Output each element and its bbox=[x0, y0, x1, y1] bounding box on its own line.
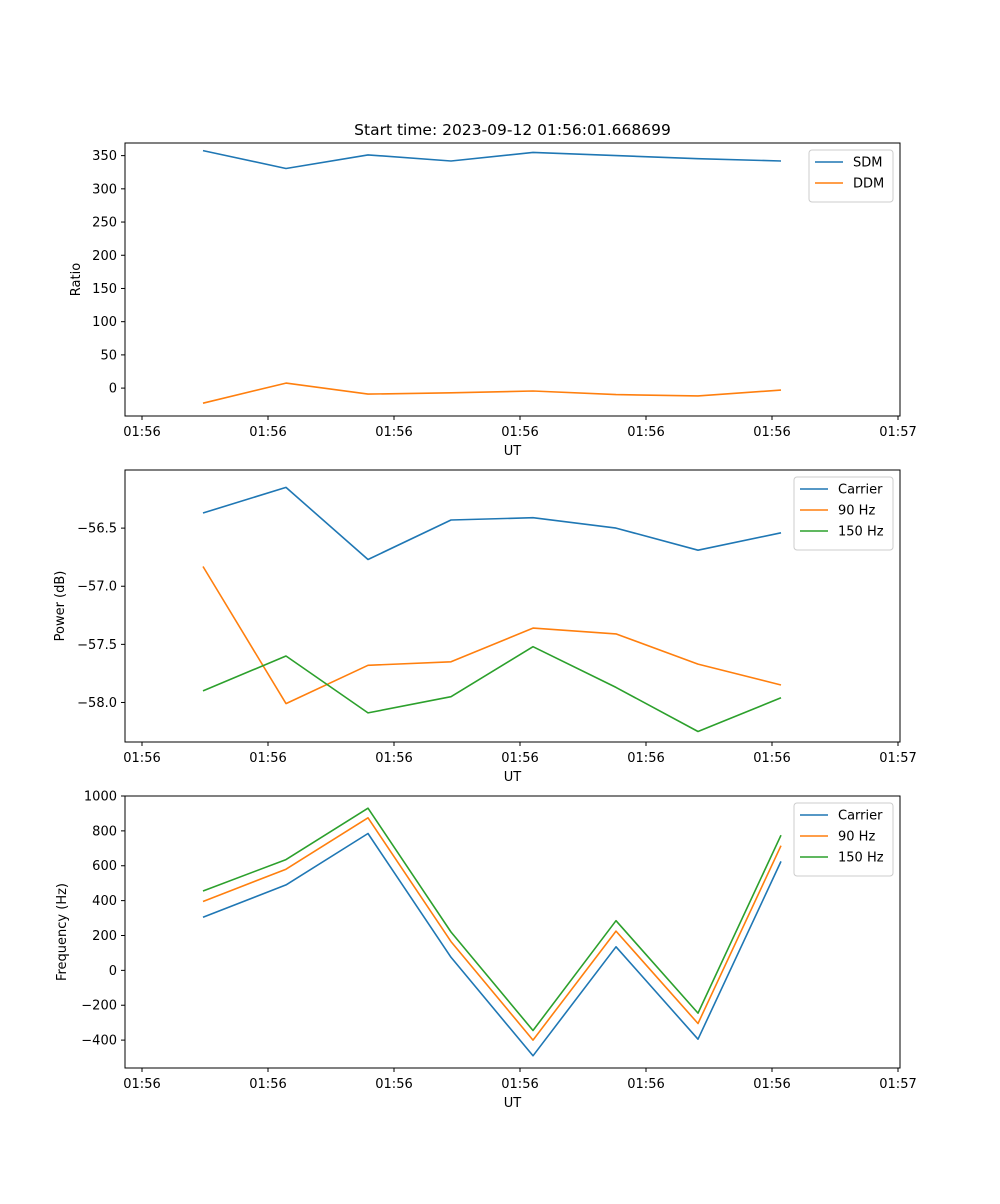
y-tick-label: 150 bbox=[92, 282, 117, 297]
series-line-90-hz bbox=[203, 567, 781, 704]
x-tick-label: 01:56 bbox=[627, 1077, 664, 1092]
x-tick-label: 01:56 bbox=[123, 1077, 160, 1092]
x-tick-label: 01:57 bbox=[879, 425, 916, 440]
y-tick-label: 800 bbox=[92, 824, 117, 839]
y-tick-label: 0 bbox=[109, 964, 117, 979]
y-tick-label: 100 bbox=[92, 315, 117, 330]
x-tick-label: 01:56 bbox=[753, 1077, 790, 1092]
legend-label: SDM bbox=[853, 156, 882, 171]
y-tick-label: 50 bbox=[100, 348, 117, 363]
x-axis-label: UT bbox=[504, 444, 522, 459]
legend-label: 150 Hz bbox=[838, 525, 884, 540]
legend: Carrier 90 Hz 150 Hz bbox=[794, 477, 893, 550]
x-tick-label: 01:56 bbox=[753, 425, 790, 440]
series-line-carrier bbox=[203, 487, 781, 559]
legend-label: Carrier bbox=[838, 483, 883, 498]
chart-panel-3: 01:56 01:56 01:56 01:56 01:56 01:56 01:57 UT −40… bbox=[55, 790, 917, 1112]
x-tick-label: 01:56 bbox=[627, 425, 664, 440]
x-axis-label: UT bbox=[504, 770, 522, 785]
y-tick-label: 200 bbox=[92, 249, 117, 264]
legend-label: 150 Hz bbox=[838, 851, 884, 866]
y-tick-label: 200 bbox=[92, 929, 117, 944]
x-tick-label: 01:56 bbox=[375, 751, 412, 766]
x-tick-label: 01:57 bbox=[879, 751, 916, 766]
y-axis-label: Power (dB) bbox=[53, 571, 68, 642]
x-tick-label: 01:56 bbox=[501, 425, 538, 440]
series-line-sdm bbox=[203, 151, 781, 169]
y-axis-label: Ratio bbox=[69, 263, 84, 296]
plot-frame bbox=[125, 470, 900, 742]
y-tick-label: −56.5 bbox=[77, 522, 117, 537]
x-tick-label: 01:56 bbox=[501, 751, 538, 766]
x-tick-label: 01:56 bbox=[375, 1077, 412, 1092]
y-axis-label: Frequency (Hz) bbox=[55, 883, 70, 981]
chart-title: Start time: 2023-09-12 01:56:01.668699 bbox=[354, 121, 671, 139]
x-tick-label: 01:56 bbox=[375, 425, 412, 440]
y-tick-label: −400 bbox=[81, 1034, 117, 1049]
plot-frame bbox=[125, 143, 900, 416]
x-tick-label: 01:56 bbox=[753, 751, 790, 766]
y-tick-label: 300 bbox=[92, 182, 117, 197]
y-tick-label: 1000 bbox=[84, 790, 117, 805]
legend-label: Carrier bbox=[838, 809, 883, 824]
x-tick-label: 01:56 bbox=[627, 751, 664, 766]
series-line-150-hz bbox=[203, 808, 781, 1030]
legend: SDM DDM bbox=[809, 150, 893, 202]
y-tick-label: −58.0 bbox=[77, 696, 117, 711]
series-line-150-hz bbox=[203, 647, 781, 732]
y-tick-label: 600 bbox=[92, 859, 117, 874]
y-tick-label: −57.0 bbox=[77, 580, 117, 595]
y-tick-label: −200 bbox=[81, 999, 117, 1014]
y-tick-label: 400 bbox=[92, 894, 117, 909]
chart-panel-2: 01:56 01:56 01:56 01:56 01:56 01:56 01:57 UT −58… bbox=[53, 470, 917, 785]
x-tick-label: 01:56 bbox=[249, 751, 286, 766]
series-line-ddm bbox=[203, 383, 781, 403]
x-tick-label: 01:56 bbox=[123, 425, 160, 440]
x-axis-label: UT bbox=[504, 1096, 522, 1111]
x-tick-label: 01:56 bbox=[249, 1077, 286, 1092]
plot-frame bbox=[125, 796, 900, 1068]
y-tick-label: 0 bbox=[109, 382, 117, 397]
y-tick-label: 350 bbox=[92, 149, 117, 164]
y-tick-label: −57.5 bbox=[77, 638, 117, 653]
legend-label: DDM bbox=[853, 177, 884, 192]
chart-panel-1: Start time: 2023-09-12 01:56:01.66869901… bbox=[69, 121, 917, 459]
x-tick-label: 01:56 bbox=[501, 1077, 538, 1092]
x-tick-label: 01:56 bbox=[249, 425, 286, 440]
legend: Carrier 90 Hz 150 Hz bbox=[794, 803, 893, 876]
legend-label: 90 Hz bbox=[838, 504, 875, 519]
y-tick-label: 250 bbox=[92, 216, 117, 231]
x-tick-label: 01:57 bbox=[879, 1077, 916, 1092]
legend-label: 90 Hz bbox=[838, 830, 875, 845]
x-tick-label: 01:56 bbox=[123, 751, 160, 766]
